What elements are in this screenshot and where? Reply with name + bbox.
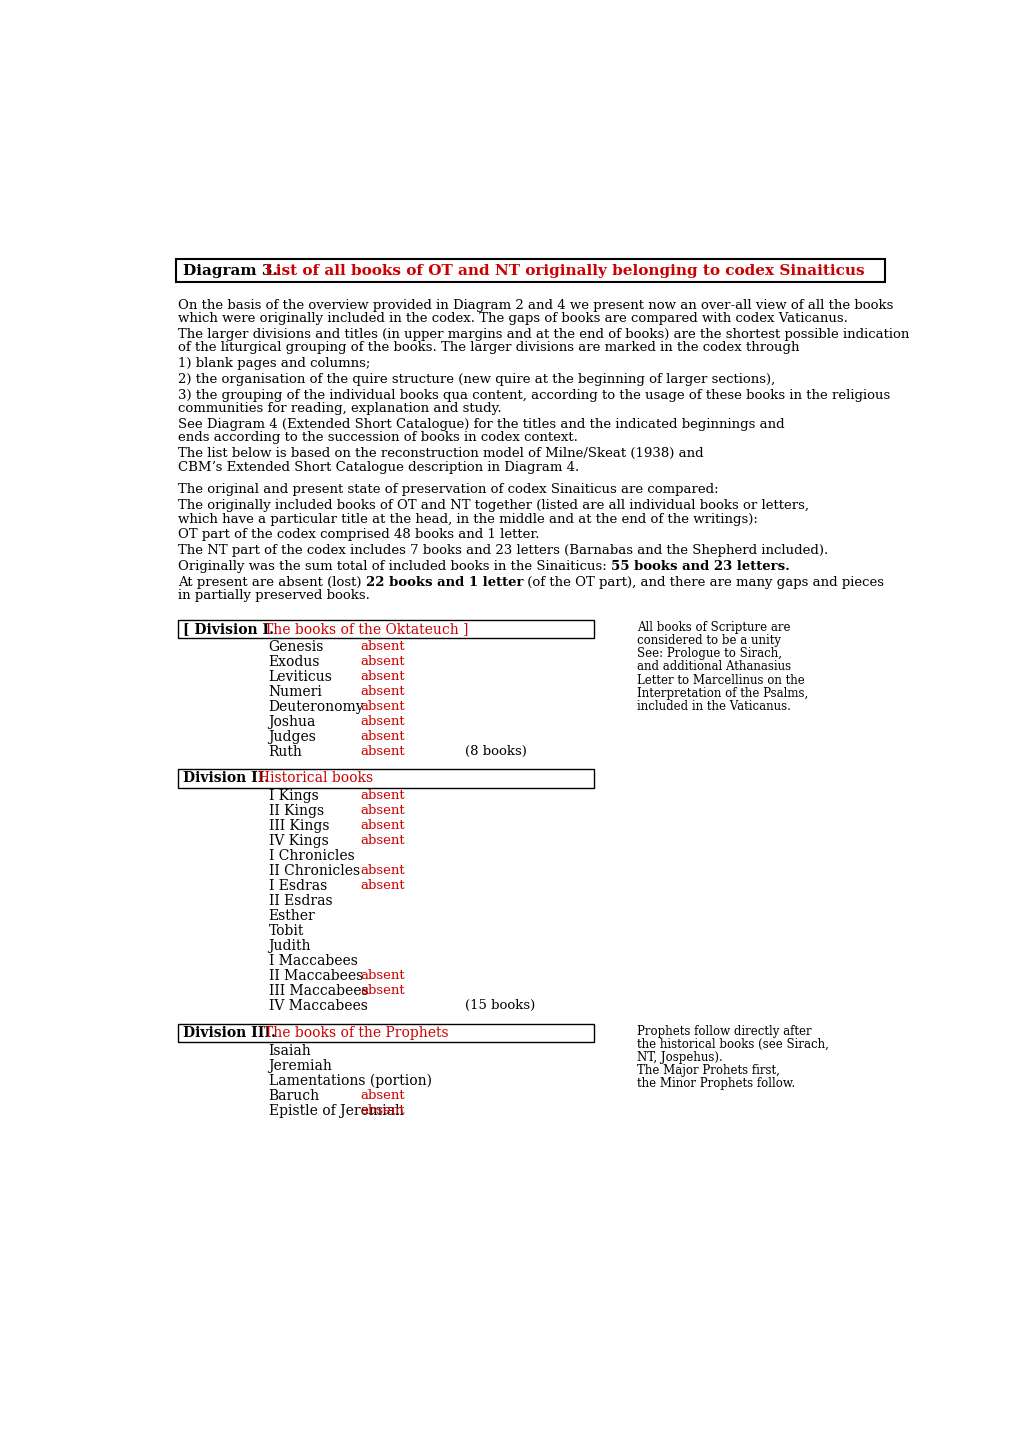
FancyBboxPatch shape: [175, 260, 884, 283]
Text: 2) the organisation of the quire structure (new quire at the beginning of larger: 2) the organisation of the quire structu…: [177, 373, 774, 386]
FancyBboxPatch shape: [177, 620, 593, 639]
Text: (15 books): (15 books): [465, 999, 534, 1012]
Text: Esther: Esther: [268, 908, 315, 923]
Text: Deuteronomy: Deuteronomy: [268, 699, 364, 714]
Text: II Chronicles: II Chronicles: [268, 864, 360, 878]
Text: absent: absent: [360, 864, 405, 877]
Text: At present are absent (lost): At present are absent (lost): [177, 575, 365, 588]
Text: See: Prologue to Sirach,: See: Prologue to Sirach,: [637, 647, 782, 660]
Text: I Chronicles: I Chronicles: [268, 849, 354, 864]
Text: Tobit: Tobit: [268, 924, 304, 939]
Text: considered to be a unity: considered to be a unity: [637, 634, 781, 647]
Text: (of the OT part), and there are many gaps and pieces: (of the OT part), and there are many gap…: [523, 575, 883, 588]
Text: Leviticus: Leviticus: [268, 669, 332, 684]
Text: III Maccabees: III Maccabees: [268, 985, 368, 998]
Text: Originally was the sum total of included books in the Sinaiticus:: Originally was the sum total of included…: [177, 559, 610, 572]
Text: absent: absent: [360, 685, 405, 698]
Text: Diagram 3.: Diagram 3.: [183, 264, 278, 278]
Text: absent: absent: [360, 969, 405, 982]
Text: included in the Vaticanus.: included in the Vaticanus.: [637, 699, 791, 712]
Text: absent: absent: [360, 789, 405, 802]
Text: Prophets follow directly after: Prophets follow directly after: [637, 1025, 811, 1038]
Text: Division III.: Division III.: [183, 1025, 276, 1040]
Text: IV Kings: IV Kings: [268, 833, 328, 848]
Text: II Esdras: II Esdras: [268, 894, 332, 908]
Text: absent: absent: [360, 880, 405, 893]
Text: absent: absent: [360, 833, 405, 846]
Text: Jeremiah: Jeremiah: [268, 1058, 332, 1073]
Text: absent: absent: [360, 640, 405, 653]
Text: Baruch: Baruch: [268, 1089, 319, 1103]
Text: III Kings: III Kings: [268, 819, 329, 833]
Text: of the liturgical grouping of the books. The larger divisions are marked in the : of the liturgical grouping of the books.…: [177, 342, 799, 355]
Text: 1) blank pages and columns;: 1) blank pages and columns;: [177, 358, 370, 371]
Text: The larger divisions and titles (in upper margins and at the end of books) are t: The larger divisions and titles (in uppe…: [177, 327, 908, 340]
Text: ends according to the succession of books in codex context.: ends according to the succession of book…: [177, 431, 577, 444]
Text: [ Division I.: [ Division I.: [183, 622, 274, 636]
Text: Interpretation of the Psalms,: Interpretation of the Psalms,: [637, 686, 808, 699]
Text: which were originally included in the codex. The gaps of books are compared with: which were originally included in the co…: [177, 311, 847, 324]
Text: absent: absent: [360, 819, 405, 832]
Text: absent: absent: [360, 715, 405, 728]
FancyBboxPatch shape: [177, 769, 593, 787]
Text: Historical books: Historical books: [258, 771, 373, 786]
Text: absent: absent: [360, 985, 405, 998]
Text: II Kings: II Kings: [268, 805, 323, 818]
Text: The books of the Oktateuch ]: The books of the Oktateuch ]: [263, 622, 468, 636]
Text: Isaiah: Isaiah: [268, 1044, 311, 1057]
Text: NT, Jospehus).: NT, Jospehus).: [637, 1051, 722, 1064]
Text: CBMʼs Extended Short Catalogue description in Diagram 4.: CBMʼs Extended Short Catalogue descripti…: [177, 460, 579, 473]
Text: Letter to Marcellinus on the: Letter to Marcellinus on the: [637, 673, 804, 686]
Text: absent: absent: [360, 1103, 405, 1116]
Text: absent: absent: [360, 744, 405, 757]
Text: All books of Scripture are: All books of Scripture are: [637, 622, 790, 634]
Text: (8 books): (8 books): [465, 744, 526, 757]
Text: absent: absent: [360, 730, 405, 743]
Text: Ruth: Ruth: [268, 744, 302, 758]
Text: OT part of the codex comprised 48 books and 1 letter.: OT part of the codex comprised 48 books …: [177, 528, 539, 541]
Text: absent: absent: [360, 1089, 405, 1102]
Text: List of all books of OT and NT originally belonging to codex Sinaiticus: List of all books of OT and NT originall…: [265, 264, 864, 278]
Text: The list below is based on the reconstruction model of Milne/Skeat (1938) and: The list below is based on the reconstru…: [177, 447, 703, 460]
Text: the historical books (see Sirach,: the historical books (see Sirach,: [637, 1038, 828, 1051]
Text: Judges: Judges: [268, 730, 316, 744]
Text: I Kings: I Kings: [268, 789, 318, 803]
Text: absent: absent: [360, 805, 405, 818]
Text: and additional Athanasius: and additional Athanasius: [637, 660, 791, 673]
Text: The books of the Prophets: The books of the Prophets: [263, 1025, 447, 1040]
Text: absent: absent: [360, 669, 405, 682]
Text: The originally included books of OT and NT together (listed are all individual b: The originally included books of OT and …: [177, 499, 808, 512]
Text: 55 books and 23 letters.: 55 books and 23 letters.: [610, 559, 789, 572]
Text: Division II.: Division II.: [183, 771, 269, 786]
Text: The original and present state of preservation of codex Sinaiticus are compared:: The original and present state of preser…: [177, 483, 717, 496]
Text: Genesis: Genesis: [268, 640, 324, 653]
Text: in partially preserved books.: in partially preserved books.: [177, 590, 370, 603]
Text: Judith: Judith: [268, 939, 311, 953]
Text: I Maccabees: I Maccabees: [268, 955, 357, 968]
FancyBboxPatch shape: [177, 1024, 593, 1043]
Text: communities for reading, explanation and study.: communities for reading, explanation and…: [177, 402, 501, 415]
Text: II Maccabees: II Maccabees: [268, 969, 363, 983]
Text: absent: absent: [360, 655, 405, 668]
Text: Lamentations (portion): Lamentations (portion): [268, 1073, 431, 1087]
Text: Epistle of Jeremiah: Epistle of Jeremiah: [268, 1103, 404, 1118]
Text: the Minor Prophets follow.: the Minor Prophets follow.: [637, 1077, 795, 1090]
Text: The NT part of the codex includes 7 books and 23 letters (Barnabas and the Sheph: The NT part of the codex includes 7 book…: [177, 544, 827, 557]
Text: Joshua: Joshua: [268, 715, 316, 728]
Text: which have a particular title at the head, in the middle and at the end of the w: which have a particular title at the hea…: [177, 512, 757, 526]
Text: IV Maccabees: IV Maccabees: [268, 999, 367, 1014]
Text: Exodus: Exodus: [268, 655, 320, 669]
Text: Numeri: Numeri: [268, 685, 322, 699]
Text: The Major Prohets first,: The Major Prohets first,: [637, 1064, 780, 1077]
Text: 3) the grouping of the individual books qua content, according to the usage of t: 3) the grouping of the individual books …: [177, 389, 890, 402]
Text: absent: absent: [360, 699, 405, 712]
Text: I Esdras: I Esdras: [268, 880, 326, 893]
Text: See Diagram 4 (Extended Short Catalogue) for the titles and the indicated beginn: See Diagram 4 (Extended Short Catalogue)…: [177, 418, 784, 431]
Text: On the basis of the overview provided in Diagram 2 and 4 we present now an over-: On the basis of the overview provided in…: [177, 298, 893, 311]
Text: 22 books and 1 letter: 22 books and 1 letter: [365, 575, 523, 588]
